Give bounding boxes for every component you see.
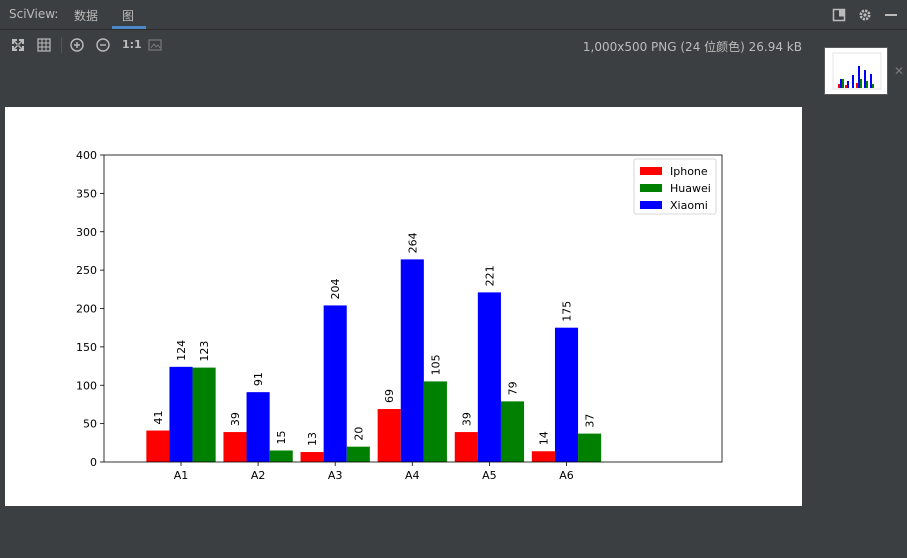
bar-xiaomi (554, 327, 579, 462)
legend-swatch-xiaomi (640, 201, 662, 209)
bar-value-label: 15 (275, 430, 288, 444)
bar-huawei (423, 381, 447, 462)
minimize-icon[interactable] (884, 8, 898, 22)
tab-data[interactable]: 数据 (74, 9, 99, 23)
x-tick-label: A5 (482, 469, 497, 482)
bar-xiaomi (246, 392, 270, 462)
bar-value-label: 69 (383, 389, 396, 403)
bar-value-label: 91 (252, 372, 265, 386)
bar-marks: 41 124 123 39 91 15 13 204 20 69 264 105 39 221 79 14 17… (146, 232, 602, 462)
legend-label: Iphone (670, 165, 708, 178)
toolbar: 1:1 (0, 31, 907, 59)
bar-value-label: 37 (584, 414, 597, 428)
image-info: 1,000x500 PNG (24 位颜色) 26.94 kB (582, 40, 802, 54)
bar-huawei (192, 367, 216, 462)
y-tick-label: 100 (76, 379, 97, 392)
y-tick-label: 0 (90, 456, 97, 469)
bar-value-label: 39 (229, 412, 242, 426)
actual-size-button[interactable]: 1:1 (122, 38, 142, 51)
zoom-in-icon[interactable] (70, 38, 84, 52)
bar-iphone (377, 409, 401, 462)
y-tick-label: 200 (76, 303, 97, 316)
plot-canvas: 0 50 100 150 200 250 300 350 400 41 124 123 39 91 15 1… (5, 107, 802, 506)
active-tab-indicator (112, 26, 146, 29)
bar-xiaomi (477, 292, 501, 462)
x-tick-label: A1 (174, 469, 189, 482)
y-tick-label: 250 (76, 264, 97, 277)
bar-chart: 0 50 100 150 200 250 300 350 400 41 124 123 39 91 15 1… (76, 149, 723, 482)
bar-huawei (346, 446, 370, 462)
bar-iphone (531, 451, 555, 462)
bar-xiaomi (400, 259, 424, 462)
x-tick-label: A4 (405, 469, 420, 482)
gear-icon[interactable] (858, 8, 872, 22)
x-tick-label: A6 (559, 469, 574, 482)
legend-label: Huawei (670, 182, 711, 195)
legend-label: Xiaomi (670, 199, 708, 212)
bar-value-label: 20 (352, 427, 365, 441)
tab-chart[interactable]: 图 (122, 9, 135, 23)
y-tick-label: 300 (76, 226, 97, 239)
y-tick-label: 150 (76, 341, 97, 354)
grid-icon[interactable] (37, 38, 51, 52)
thumbnail-chart-icon (832, 52, 882, 90)
bar-value-label: 79 (507, 381, 520, 395)
bar-value-label: 175 (561, 301, 574, 322)
bar-xiaomi (323, 305, 347, 462)
bar-value-label: 105 (429, 354, 442, 375)
y-tick-label: 50 (83, 418, 97, 431)
x-tick-label: A2 (251, 469, 266, 482)
bar-iphone (146, 430, 170, 462)
title-bar: SciView: 数据 图 (0, 0, 907, 30)
legend: Iphone Huawei Xiaomi (633, 158, 717, 215)
bar-value-label: 14 (537, 431, 550, 445)
bar-huawei (269, 450, 293, 462)
bar-value-label: 124 (175, 340, 188, 361)
bar-value-label: 39 (460, 412, 473, 426)
toolbar-separator (61, 37, 62, 53)
bar-value-label: 204 (329, 278, 342, 299)
fit-icon[interactable] (11, 38, 25, 52)
bar-iphone (300, 452, 324, 462)
plot-frame (103, 154, 723, 463)
x-tick-label: A3 (328, 469, 343, 482)
zoom-out-icon[interactable] (96, 38, 110, 52)
y-tick-label: 350 (76, 187, 97, 200)
bar-value-label: 13 (306, 432, 319, 446)
x-axis: A1 A2 A3 A4 A5 A6 (174, 462, 574, 482)
bar-value-label: 41 (152, 411, 165, 425)
bar-value-label: 221 (483, 265, 496, 286)
plot-thumbnail[interactable] (824, 47, 888, 95)
background-icon[interactable] (148, 38, 162, 52)
bar-huawei (500, 401, 525, 462)
layout-toggle-icon[interactable] (832, 8, 846, 22)
app-title: SciView: (9, 7, 59, 21)
legend-swatch-iphone (640, 167, 662, 175)
bar-iphone (454, 432, 478, 462)
bar-iphone (223, 432, 247, 462)
legend-swatch-huawei (640, 184, 662, 192)
bar-huawei (578, 433, 602, 462)
close-icon[interactable]: ✕ (894, 64, 905, 78)
y-axis: 0 50 100 150 200 250 300 350 400 (76, 149, 104, 469)
bar-value-label: 264 (406, 232, 419, 253)
bar-value-label: 123 (198, 341, 211, 362)
y-tick-label: 400 (76, 149, 97, 162)
bar-xiaomi (169, 366, 193, 462)
